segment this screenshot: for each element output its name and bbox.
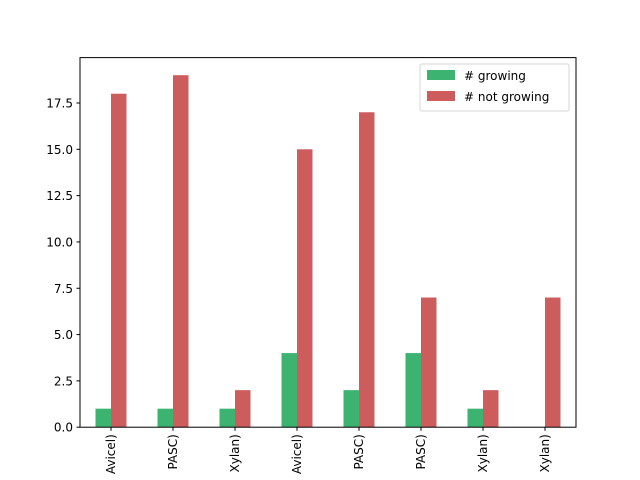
x-tick-label: PASC): [414, 434, 428, 469]
bar-growing-1: [157, 408, 173, 428]
x-tick-label: Xylan): [538, 434, 552, 472]
bar-not-growing-6: [483, 390, 499, 428]
bar-not-growing-1: [173, 75, 189, 428]
bar-growing-6: [467, 408, 483, 428]
x-tick-label: Xylan): [476, 434, 490, 472]
y-tick-label: 0.0: [54, 421, 73, 435]
y-tick-label: 17.5: [46, 96, 73, 110]
y-tick-label: 10.0: [46, 235, 73, 249]
legend-label-growing: # growing: [464, 69, 526, 83]
bar-not-growing-0: [111, 93, 127, 428]
bar-growing-2: [219, 408, 235, 428]
bar-not-growing-2: [235, 390, 251, 428]
legend: # growing # not growing: [419, 63, 570, 112]
x-axis: Avicel) PASC) Xylan) Avicel) PASC) PASC) Xylan…: [104, 427, 552, 474]
y-tick-label: 7.5: [54, 282, 73, 296]
x-tick-label: Avicel): [290, 434, 304, 474]
bar-not-growing-4: [359, 112, 375, 428]
bar-not-growing-5: [421, 297, 437, 428]
legend-box: [419, 63, 570, 112]
y-tick-label: 12.5: [46, 189, 73, 203]
bars-group: [95, 75, 561, 428]
bar-not-growing-3: [297, 149, 313, 428]
x-tick-label: Xylan): [228, 434, 242, 472]
bar-not-growing-7: [545, 297, 561, 428]
y-tick-label: 5.0: [54, 328, 73, 342]
bar-growing-5: [405, 353, 421, 428]
plot-frame: [79, 57, 577, 428]
bar-growing-4: [343, 390, 359, 428]
x-tick-label: PASC): [352, 434, 366, 469]
y-tick-label: 2.5: [54, 374, 73, 388]
bar-growing-3: [281, 353, 297, 428]
x-tick-label: PASC): [166, 434, 180, 469]
legend-swatch-growing: [427, 70, 455, 80]
legend-swatch-not-growing: [427, 91, 455, 101]
legend-label-not-growing: # not growing: [464, 90, 549, 104]
bar-growing-0: [95, 408, 111, 428]
y-tick-label: 15.0: [46, 143, 73, 157]
y-axis: 0.0 2.5 5.0 7.5 10.0 12.5 15.0 17.5: [46, 96, 80, 435]
x-tick-label: Avicel): [104, 434, 118, 474]
